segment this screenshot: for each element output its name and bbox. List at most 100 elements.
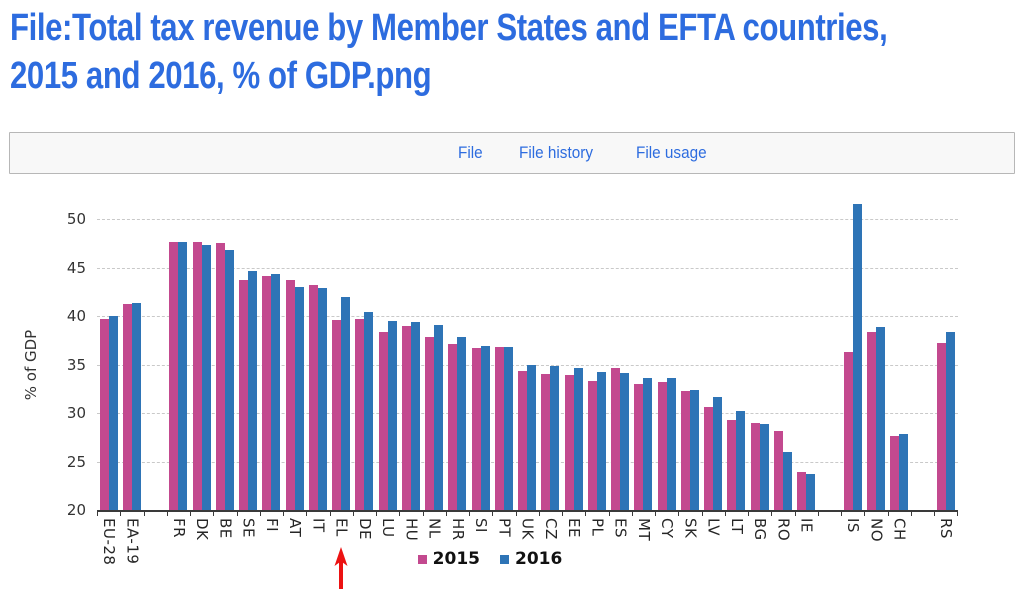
x-axis-tick <box>166 511 168 516</box>
x-axis-tick <box>841 511 842 516</box>
bar-2016-CY <box>666 378 676 510</box>
bar-2015-PL <box>587 380 597 510</box>
bar-2015-LV <box>704 407 714 510</box>
bar-2016-MT <box>643 378 653 510</box>
bar-2016-LU <box>387 320 397 510</box>
x-axis-tick <box>445 511 447 516</box>
x-label-text-SI: SI <box>472 518 491 533</box>
x-label-UK: UK <box>516 518 539 540</box>
x-label-text-LU: LU <box>379 518 398 538</box>
bar-2016-EE <box>573 368 583 510</box>
x-axis-tick <box>120 511 122 516</box>
x-axis-tick <box>97 511 98 516</box>
x-label-AT: AT <box>283 518 306 537</box>
x-label-text-DK: DK <box>193 518 212 541</box>
tab-file[interactable]: File <box>458 143 483 162</box>
x-label-text-UK: UK <box>518 518 537 540</box>
x-label-IS: IS <box>841 518 864 533</box>
x-label-text-BE: BE <box>216 518 235 539</box>
x-axis-tick <box>585 511 587 516</box>
bar-2016-LT <box>736 411 746 510</box>
x-label-text-NL: NL <box>425 518 444 539</box>
x-label-FI: FI <box>260 518 283 532</box>
legend-swatch-2016 <box>500 554 509 564</box>
x-label-text-SK: SK <box>681 518 700 539</box>
x-label-text-BG: BG <box>751 518 770 541</box>
bar-2016-AT <box>294 286 304 510</box>
bar-2015-HR <box>448 344 458 510</box>
bar-2016-NL <box>434 324 444 510</box>
bar-2015-BE <box>215 243 225 510</box>
x-label-FR: FR <box>167 518 190 538</box>
x-axis-tick <box>701 511 703 516</box>
x-label-text-IE: IE <box>797 518 816 533</box>
bar-2015-CH <box>890 436 900 510</box>
x-axis-tick <box>934 511 935 516</box>
chart-legend: 2015 2016 <box>0 549 1002 569</box>
x-label-IT: IT <box>306 518 329 533</box>
x-axis-line <box>97 510 958 512</box>
page-title-line-1: File:Total tax revenue by Member States … <box>10 7 888 49</box>
bar-2016-SI <box>480 346 490 510</box>
x-label-DE: DE <box>353 518 376 540</box>
bar-2016-DE <box>364 312 374 510</box>
x-label-NO: NO <box>864 518 887 542</box>
bar-2016-RO <box>782 451 792 510</box>
legend-item-2016: 2016 <box>500 549 562 569</box>
x-axis-tick <box>748 511 749 516</box>
x-label-text-HR: HR <box>448 518 467 541</box>
y-tick-label-40: 40 <box>66 307 86 325</box>
bar-2015-AT <box>285 280 295 510</box>
x-label-text-EU-28: EU-28 <box>100 518 119 566</box>
x-axis-tick <box>538 511 540 516</box>
bar-2016-BE <box>224 250 234 510</box>
x-axis-tick <box>236 511 238 516</box>
bar-2015-EL <box>332 319 342 510</box>
bar-2015-RO <box>773 431 783 510</box>
x-label-text-SE: SE <box>239 518 258 538</box>
bar-2016-RS <box>945 331 955 510</box>
bar-2016-IE <box>806 474 816 510</box>
legend-label-2015: 2015 <box>432 549 480 569</box>
x-axis-tick <box>887 511 889 516</box>
bar-2015-NL <box>425 337 435 510</box>
x-label-text-MT: MT <box>634 518 653 542</box>
x-label-SE: SE <box>237 518 260 538</box>
bar-2015-SK <box>680 390 690 510</box>
x-axis-tick <box>399 511 401 516</box>
x-label-text-LV: LV <box>704 518 723 536</box>
bar-2015-SI <box>471 348 481 510</box>
x-label-NL: NL <box>423 518 446 539</box>
bar-2015-FR <box>169 242 179 510</box>
x-label-LT: LT <box>725 518 748 534</box>
tab-file-history[interactable]: File history <box>519 143 594 162</box>
bar-2015-LT <box>727 419 737 510</box>
x-label-text-RO: RO <box>774 518 793 542</box>
bar-2016-UK <box>527 364 537 510</box>
y-tick-label-35: 35 <box>66 355 86 374</box>
x-label-LV: LV <box>702 518 725 536</box>
x-axis-tick <box>469 511 470 516</box>
gridline-40 <box>97 316 958 317</box>
y-tick-label-45: 45 <box>66 258 86 277</box>
x-axis-tick <box>259 511 261 516</box>
x-axis-tick <box>515 511 517 516</box>
x-label-text-EA-19: EA-19 <box>123 518 142 565</box>
file-tab-bar: File File history File usage <box>9 132 1015 174</box>
bar-2015-EE <box>564 375 574 510</box>
bar-2015-IT <box>308 284 318 510</box>
x-label-text-IS: IS <box>844 518 863 533</box>
x-label-text-PT: PT <box>495 518 514 538</box>
bar-2015-NO <box>866 332 876 510</box>
file-tab-group: File File history File usage <box>458 143 714 163</box>
x-axis-tick <box>678 511 680 516</box>
bar-2016-HR <box>457 337 467 510</box>
bar-2016-EA-19 <box>131 303 141 510</box>
x-label-BE: BE <box>213 518 236 539</box>
x-axis-tick <box>213 511 215 516</box>
bar-2015-RS <box>936 343 946 510</box>
bar-2015-EU-28 <box>99 318 109 510</box>
tab-file-usage[interactable]: File usage <box>635 143 707 162</box>
x-label-text-DE: DE <box>355 518 374 541</box>
